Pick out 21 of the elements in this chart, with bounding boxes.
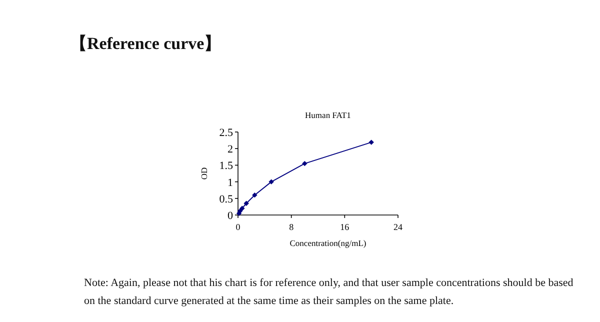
y-tick-label: 0 (228, 210, 234, 222)
y-tick-label: 0.5 (219, 193, 234, 206)
y-axis-title: OD (199, 167, 209, 180)
y-tick-label: 1.5 (219, 160, 234, 172)
x-tick-label: 24 (394, 222, 403, 232)
y-tick-label: 1 (228, 176, 233, 189)
chart-title: Human FAT1 (305, 110, 351, 120)
point (302, 160, 308, 166)
y-tick-label: 2.5 (219, 127, 234, 139)
y-tick-label: 2 (228, 144, 233, 156)
text: Note: Again, please not that his chart is for reference only, and that user sample concentrations should be based on the standard curve generated at the same time as their samples on the same plate. (84, 276, 574, 309)
point (252, 192, 258, 198)
point (368, 140, 374, 145)
point (244, 200, 249, 206)
x-tick-label: 8 (289, 222, 294, 232)
point (240, 206, 245, 211)
point (268, 179, 274, 184)
text: 【Reference curve】 (70, 33, 222, 55)
x-tick-label: 16 (340, 222, 350, 232)
x-tick-label: 0 (236, 222, 241, 232)
x-axis-title: Concentration(ng/mL) (290, 238, 366, 248)
